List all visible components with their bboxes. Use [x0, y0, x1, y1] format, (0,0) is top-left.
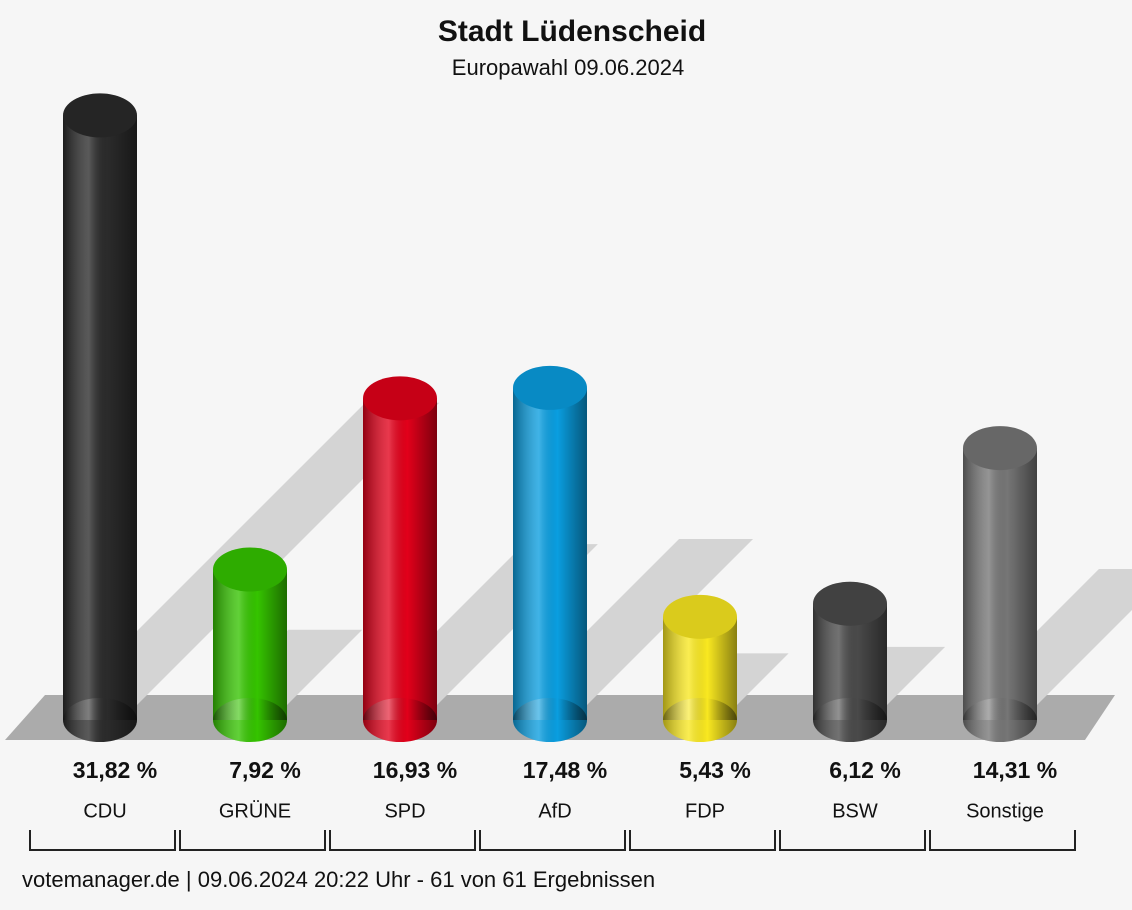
category-bracket	[929, 830, 1076, 851]
x-tick-label: GRÜNE	[219, 800, 291, 822]
x-tick-label: FDP	[685, 800, 725, 822]
bar-shade	[213, 569, 287, 720]
bar-top	[513, 365, 587, 410]
bar-shade	[513, 387, 587, 720]
bar-shade	[363, 398, 437, 720]
category-bracket	[179, 830, 326, 851]
chart-title: Stadt Lüdenscheid	[438, 15, 706, 48]
category-bracket	[29, 830, 176, 851]
bar-top-shade	[213, 547, 287, 592]
bar-top-shade	[813, 581, 887, 626]
bar-top-shade	[513, 365, 587, 410]
x-tick-label: Sonstige	[966, 800, 1044, 822]
category-bracket	[779, 830, 926, 851]
chart-subtitle: Europawahl 09.06.2024	[452, 55, 684, 80]
category-bracket	[479, 830, 626, 851]
bar-top-shade	[63, 93, 137, 138]
category-bracket	[629, 830, 776, 851]
footer: votemanager.de | 09.06.2024 20:22 Uhr - …	[22, 867, 655, 892]
bar-top	[63, 93, 137, 138]
value-label: 16,93 %	[373, 757, 457, 783]
bar-shade	[963, 448, 1037, 720]
x-tick-label: BSW	[832, 800, 878, 822]
bar-top	[963, 426, 1037, 471]
x-tick-label: SPD	[384, 800, 425, 822]
x-tick-label: AfD	[538, 800, 571, 822]
value-label: 17,48 %	[523, 757, 607, 783]
value-label: 14,31 %	[973, 757, 1057, 783]
bar-top-shade	[963, 426, 1037, 471]
value-label: 7,92 %	[229, 757, 301, 783]
category-bracket	[329, 830, 476, 851]
value-label: 5,43 %	[679, 757, 751, 783]
bar-top-shade	[363, 376, 437, 421]
value-label: 6,12 %	[829, 757, 901, 783]
bar-top	[663, 594, 737, 639]
value-label: 31,82 %	[73, 757, 157, 783]
bar-top	[813, 581, 887, 626]
bar-top	[363, 376, 437, 421]
bar-top-shade	[663, 594, 737, 639]
x-tick-label: CDU	[83, 800, 126, 822]
bar-top	[213, 547, 287, 592]
bar-shade	[63, 115, 137, 721]
